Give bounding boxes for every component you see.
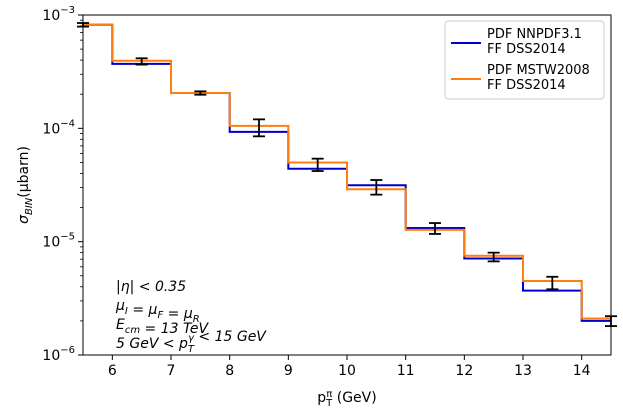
annotation-ecm: Ecm = 13 TeV (116, 317, 209, 337)
y-tick-label: 10−3 (42, 5, 75, 24)
y-tick-label: 10−6 (42, 345, 75, 364)
x-tick-label: 14 (573, 363, 591, 379)
x-tick-label: 8 (225, 363, 234, 379)
errorbar-layer (77, 22, 617, 327)
x-axis-label: pTπ (GeV) (317, 389, 376, 409)
legend-label-mstw: PDF MSTW2008 FF DSS2014 (487, 63, 590, 93)
y-axis-label-sub: BIN (24, 197, 35, 215)
series-line-mstw (83, 23, 611, 320)
y-axis-ticks: 10−6 10−5 10−4 10−3 (42, 5, 83, 364)
error-bar (370, 179, 383, 196)
y-tick-label: 10−5 (42, 232, 75, 251)
annotation-eta: |η| < 0.35 (116, 279, 186, 295)
x-tick-label: 12 (455, 363, 473, 379)
error-bar (546, 275, 559, 291)
error-bar (487, 251, 500, 263)
x-tick-label: 11 (397, 363, 415, 379)
y-tick-label: 10−4 (42, 118, 75, 137)
x-axis-label-sup: π (326, 389, 332, 400)
y-axis-label-unit: (μbarn) (16, 146, 32, 198)
x-axis-ticks: 6 7 8 9 10 11 12 13 14 (108, 355, 591, 379)
x-tick-label: 10 (338, 363, 356, 379)
legend: PDF NNPDF3.1 FF DSS2014 PDF MSTW2008 FF DS… (444, 20, 605, 100)
y-axis-label-base: σ (16, 214, 32, 224)
series-layer (83, 23, 611, 322)
x-tick-label: 13 (514, 363, 532, 379)
x-tick-label: 9 (284, 363, 293, 379)
error-bar (194, 90, 207, 96)
error-bar (311, 157, 324, 172)
x-tick-label: 7 (167, 363, 176, 379)
annotation-ptcut: 5 GeV < pTγ < 15 GeV (116, 329, 267, 355)
x-axis-label-base: p (317, 390, 326, 406)
annotation-scales: μI = μF = μR (115, 298, 200, 325)
x-axis-label-unit: (GeV) (332, 390, 376, 406)
x-axis-label-sub: T (325, 398, 333, 409)
x-tick-label: 6 (108, 363, 117, 379)
legend-label-nnpdf: PDF NNPDF3.1 FF DSS2014 (487, 27, 582, 57)
legend-box (444, 20, 605, 100)
error-bar (605, 315, 617, 327)
annotation-block: |η| < 0.35 μI = μF = μR Ecm = 13 TeV 5 G… (115, 279, 267, 355)
error-bar (429, 222, 441, 235)
error-bar (253, 118, 265, 138)
y-axis-label: σBIN(μbarn) (16, 146, 35, 224)
error-bar (135, 57, 148, 66)
